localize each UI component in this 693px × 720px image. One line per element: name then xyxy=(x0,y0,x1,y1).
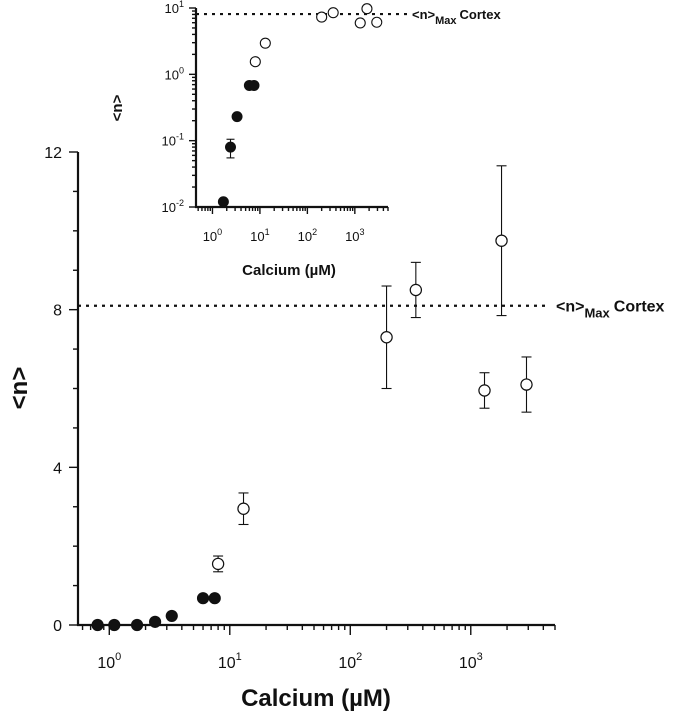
inset-x-tick-label-base: 10 xyxy=(203,229,217,244)
inset-y-tick-label-exponent: 1 xyxy=(179,0,184,9)
main-filled-point xyxy=(208,592,221,605)
main-open-point xyxy=(380,331,393,344)
main-x-tick-label-base: 10 xyxy=(97,655,115,672)
inset-x-tick-label: 103 xyxy=(345,227,364,244)
main-filled-point xyxy=(91,618,104,632)
inset-y-tick-label: 10-2 xyxy=(162,198,184,215)
inset-x-tick-label-exponent: 0 xyxy=(217,227,222,237)
inset-x-tick-label-exponent: 2 xyxy=(312,227,317,237)
inset-y-tick-label-base: 10 xyxy=(162,134,176,149)
main-reference-label-subscript: Max xyxy=(584,306,610,321)
inset-y-tick-label-exponent: 0 xyxy=(179,65,184,75)
inset-filled-point xyxy=(217,196,229,208)
main-filled-point xyxy=(108,618,121,632)
main-x-tick-label-exponent: 2 xyxy=(356,651,362,663)
inset-x-tick-label-base: 10 xyxy=(298,229,312,244)
inset-open-point xyxy=(354,17,366,29)
main-x-tick-label: 102 xyxy=(338,651,362,672)
inset-y-tick-label-base: 10 xyxy=(165,67,179,82)
main-open-point xyxy=(520,378,533,391)
main-filled-point xyxy=(165,609,178,623)
inset-x-tick-label-base: 10 xyxy=(250,229,264,244)
main-open-point xyxy=(211,557,225,571)
main-open-point xyxy=(495,234,508,247)
inset-reference-label: <n>Max Cortex xyxy=(412,7,501,27)
inset-open-point xyxy=(371,16,383,28)
main-x-tick-label-exponent: 1 xyxy=(236,651,242,663)
main-x-tick-label-base: 10 xyxy=(459,655,477,672)
inset-filled-point xyxy=(225,141,237,153)
main-x-tick-label: 101 xyxy=(218,651,242,672)
inset-y-tick-label: 100 xyxy=(165,65,184,82)
inset-y-tick-label-exponent: -1 xyxy=(176,132,184,142)
inset-y-tick-label: 101 xyxy=(165,0,184,16)
inset-x-tick-label-exponent: 3 xyxy=(360,227,365,237)
main-filled-point xyxy=(148,615,162,628)
main-y-tick-label: 0 xyxy=(53,618,62,635)
inset-y-tick-label-exponent: -2 xyxy=(176,198,184,208)
main-x-axis-title: Calcium (µM) xyxy=(241,685,391,712)
inset-x-tick-label-exponent: 1 xyxy=(265,227,270,237)
inset-y-axis-title: <n> xyxy=(109,94,126,121)
main-y-axis-title: <n> xyxy=(6,367,33,410)
inset-open-point xyxy=(259,37,271,49)
inset-x-tick-label: 101 xyxy=(250,227,269,244)
main-x-tick-label-base: 10 xyxy=(218,655,236,672)
inset-x-tick-label-base: 10 xyxy=(345,229,359,244)
main-x-tick-label-base: 10 xyxy=(338,655,356,672)
main-y-tick-label: 12 xyxy=(44,145,62,162)
main-x-tick-label-exponent: 3 xyxy=(477,651,483,663)
inset-open-point xyxy=(249,56,261,68)
main-reference-label: <n>Max Cortex xyxy=(556,299,665,321)
main-y-tick-label: 4 xyxy=(53,460,62,477)
main-open-point xyxy=(478,384,491,397)
inset-y-tick-label: 10-1 xyxy=(162,132,184,149)
inset-open-point xyxy=(316,11,328,23)
inset-open-point xyxy=(327,7,339,19)
inset-y-tick-label-base: 10 xyxy=(162,200,176,215)
main-reference-label-tail: Cortex xyxy=(614,299,665,316)
main-open-point xyxy=(237,502,250,515)
main-x-tick-label: 100 xyxy=(97,651,121,672)
main-reference-label-symbol: <n> xyxy=(556,299,584,316)
inset-filled-point xyxy=(248,79,260,91)
inset-x-tick-label: 100 xyxy=(203,227,222,244)
inset-x-tick-label: 102 xyxy=(298,227,317,244)
main-x-tick-label-exponent: 0 xyxy=(115,651,121,663)
main-open-point xyxy=(409,283,423,297)
inset-reference-label-symbol: <n> xyxy=(412,7,436,22)
inset-x-axis-title: Calcium (µM) xyxy=(242,262,336,279)
inset-filled-point xyxy=(231,111,243,123)
inset-y-tick-label-base: 10 xyxy=(165,1,179,16)
main-x-tick-label: 103 xyxy=(459,651,483,672)
main-y-tick-label: 8 xyxy=(53,303,62,320)
inset-open-point xyxy=(361,3,373,15)
main-filled-point xyxy=(130,618,144,632)
inset-reference-label-subscript: Max xyxy=(435,15,457,27)
main-filled-point xyxy=(196,592,210,605)
inset-reference-label-tail: Cortex xyxy=(460,7,502,22)
